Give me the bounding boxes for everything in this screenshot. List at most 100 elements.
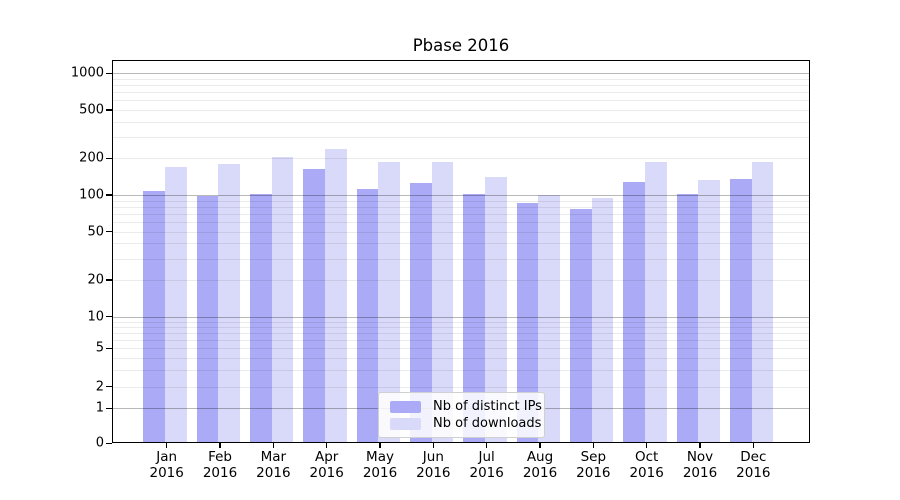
gridline-minor xyxy=(113,85,809,87)
gridline-minor xyxy=(113,121,809,123)
bar-downloads-oct-2016 xyxy=(644,162,667,442)
gridline-minor xyxy=(113,280,809,282)
x-axis-tick-label: Oct 2016 xyxy=(629,449,664,481)
bar-downloads-sep-2016 xyxy=(591,197,614,442)
gridline-minor xyxy=(113,386,809,388)
y-axis-tick-label: 200 xyxy=(79,150,104,166)
y-axis-tick-label: 0 xyxy=(95,435,104,451)
bar-ips-nov-2016 xyxy=(676,193,699,442)
gridline-minor xyxy=(113,326,809,328)
x-axis-tick xyxy=(592,443,594,448)
bar-downloads-aug-2016 xyxy=(538,195,560,442)
bar-downloads-nov-2016 xyxy=(698,180,720,442)
bar-ips-mar-2016 xyxy=(249,193,272,442)
x-axis-tick xyxy=(166,443,168,448)
gridline-minor xyxy=(113,231,809,233)
y-axis-tick xyxy=(105,109,112,111)
legend-item-ips: Nb of distinct IPs xyxy=(387,399,542,415)
gridline-minor xyxy=(113,332,809,334)
y-axis-tick-label: 500 xyxy=(79,102,104,118)
gridline-minor xyxy=(113,339,809,341)
legend-label-ips: Nb of distinct IPs xyxy=(433,399,542,414)
x-axis-tick-label: Jun 2016 xyxy=(416,449,451,481)
bar-downloads-dec-2016 xyxy=(751,161,774,442)
gridline-minor xyxy=(113,100,809,102)
x-axis-tick-label: Dec 2016 xyxy=(736,449,771,481)
gridline-minor xyxy=(113,258,809,260)
x-axis-tick-label: Aug 2016 xyxy=(522,449,558,481)
y-axis-tick xyxy=(105,279,112,281)
legend-item-downloads: Nb of downloads xyxy=(387,416,541,432)
x-axis-tick xyxy=(219,443,221,448)
y-axis-tick-label: 1000 xyxy=(70,65,104,81)
x-axis-tick xyxy=(379,443,381,448)
x-axis-tick-label: May 2016 xyxy=(362,449,398,481)
bar-ips-sep-2016 xyxy=(569,208,592,442)
x-axis-tick xyxy=(699,443,701,448)
x-axis-tick-label: Sep 2016 xyxy=(576,449,611,481)
bar-ips-jan-2016 xyxy=(143,190,165,442)
bar-downloads-feb-2016 xyxy=(218,163,241,442)
bar-ips-apr-2016 xyxy=(303,168,325,442)
x-axis-tick xyxy=(432,443,434,448)
gridline-minor xyxy=(113,200,809,202)
bar-downloads-apr-2016 xyxy=(324,148,347,442)
bar-ips-may-2016 xyxy=(356,189,379,442)
x-axis-tick xyxy=(539,443,541,448)
legend-label-downloads: Nb of downloads xyxy=(433,416,542,431)
chart-title: Pbase 2016 xyxy=(412,36,510,55)
bar-downloads-mar-2016 xyxy=(271,157,294,442)
bar-downloads-jul-2016 xyxy=(484,177,507,442)
y-axis-tick xyxy=(105,194,112,196)
y-axis-tick-label: 10 xyxy=(87,309,104,325)
gridline-minor xyxy=(113,109,809,111)
gridline-major xyxy=(113,195,809,196)
gridline-minor xyxy=(113,92,809,94)
gridline-minor xyxy=(113,357,809,359)
gridline-major xyxy=(113,73,809,75)
bar-downloads-jan-2016 xyxy=(165,167,187,442)
gridline-minor xyxy=(113,206,809,208)
gridline-minor xyxy=(113,213,809,215)
bar-downloads-may-2016 xyxy=(378,162,400,442)
y-axis-tick-label: 50 xyxy=(87,224,104,240)
y-axis-tick xyxy=(105,72,112,74)
y-axis-tick xyxy=(105,442,112,444)
bar-downloads-jun-2016 xyxy=(431,162,454,442)
legend: Nb of distinct IPs Nb of downloads xyxy=(378,392,545,438)
gridline-minor xyxy=(113,369,809,371)
gridline-minor xyxy=(113,243,809,245)
x-axis-tick xyxy=(326,443,328,448)
gridline-minor xyxy=(113,321,809,323)
gridline-minor xyxy=(113,348,809,350)
bar-ips-oct-2016 xyxy=(623,182,645,442)
y-axis-tick xyxy=(105,316,112,318)
y-axis-tick xyxy=(105,157,112,159)
gridline-minor xyxy=(113,78,809,80)
y-axis-tick-label: 5 xyxy=(95,340,104,356)
bar-ips-jul-2016 xyxy=(463,194,485,442)
x-axis-tick xyxy=(752,443,754,448)
y-axis-tick xyxy=(105,347,112,349)
gridline-major xyxy=(113,316,809,318)
x-axis-tick-label: Mar 2016 xyxy=(256,449,291,481)
gridline-minor xyxy=(113,158,809,160)
x-axis-tick xyxy=(272,443,274,448)
bar-ips-dec-2016 xyxy=(729,179,752,442)
x-axis-tick-label: Apr 2016 xyxy=(309,449,344,481)
y-axis-tick xyxy=(105,231,112,233)
bar-ips-aug-2016 xyxy=(516,202,539,442)
x-axis-tick-label: Jul 2016 xyxy=(469,449,504,481)
legend-swatch-downloads xyxy=(390,418,421,430)
bar-ips-feb-2016 xyxy=(196,196,219,442)
x-axis-tick-label: Nov 2016 xyxy=(682,449,718,481)
bar-ips-jun-2016 xyxy=(409,182,432,442)
gridline-minor xyxy=(113,136,809,138)
legend-swatch-ips xyxy=(390,401,421,413)
x-axis-tick xyxy=(486,443,488,448)
x-axis-tick-label: Feb 2016 xyxy=(202,449,238,481)
y-axis-tick-label: 1 xyxy=(95,400,104,416)
y-axis-tick xyxy=(105,386,112,388)
x-axis-tick xyxy=(646,443,648,448)
